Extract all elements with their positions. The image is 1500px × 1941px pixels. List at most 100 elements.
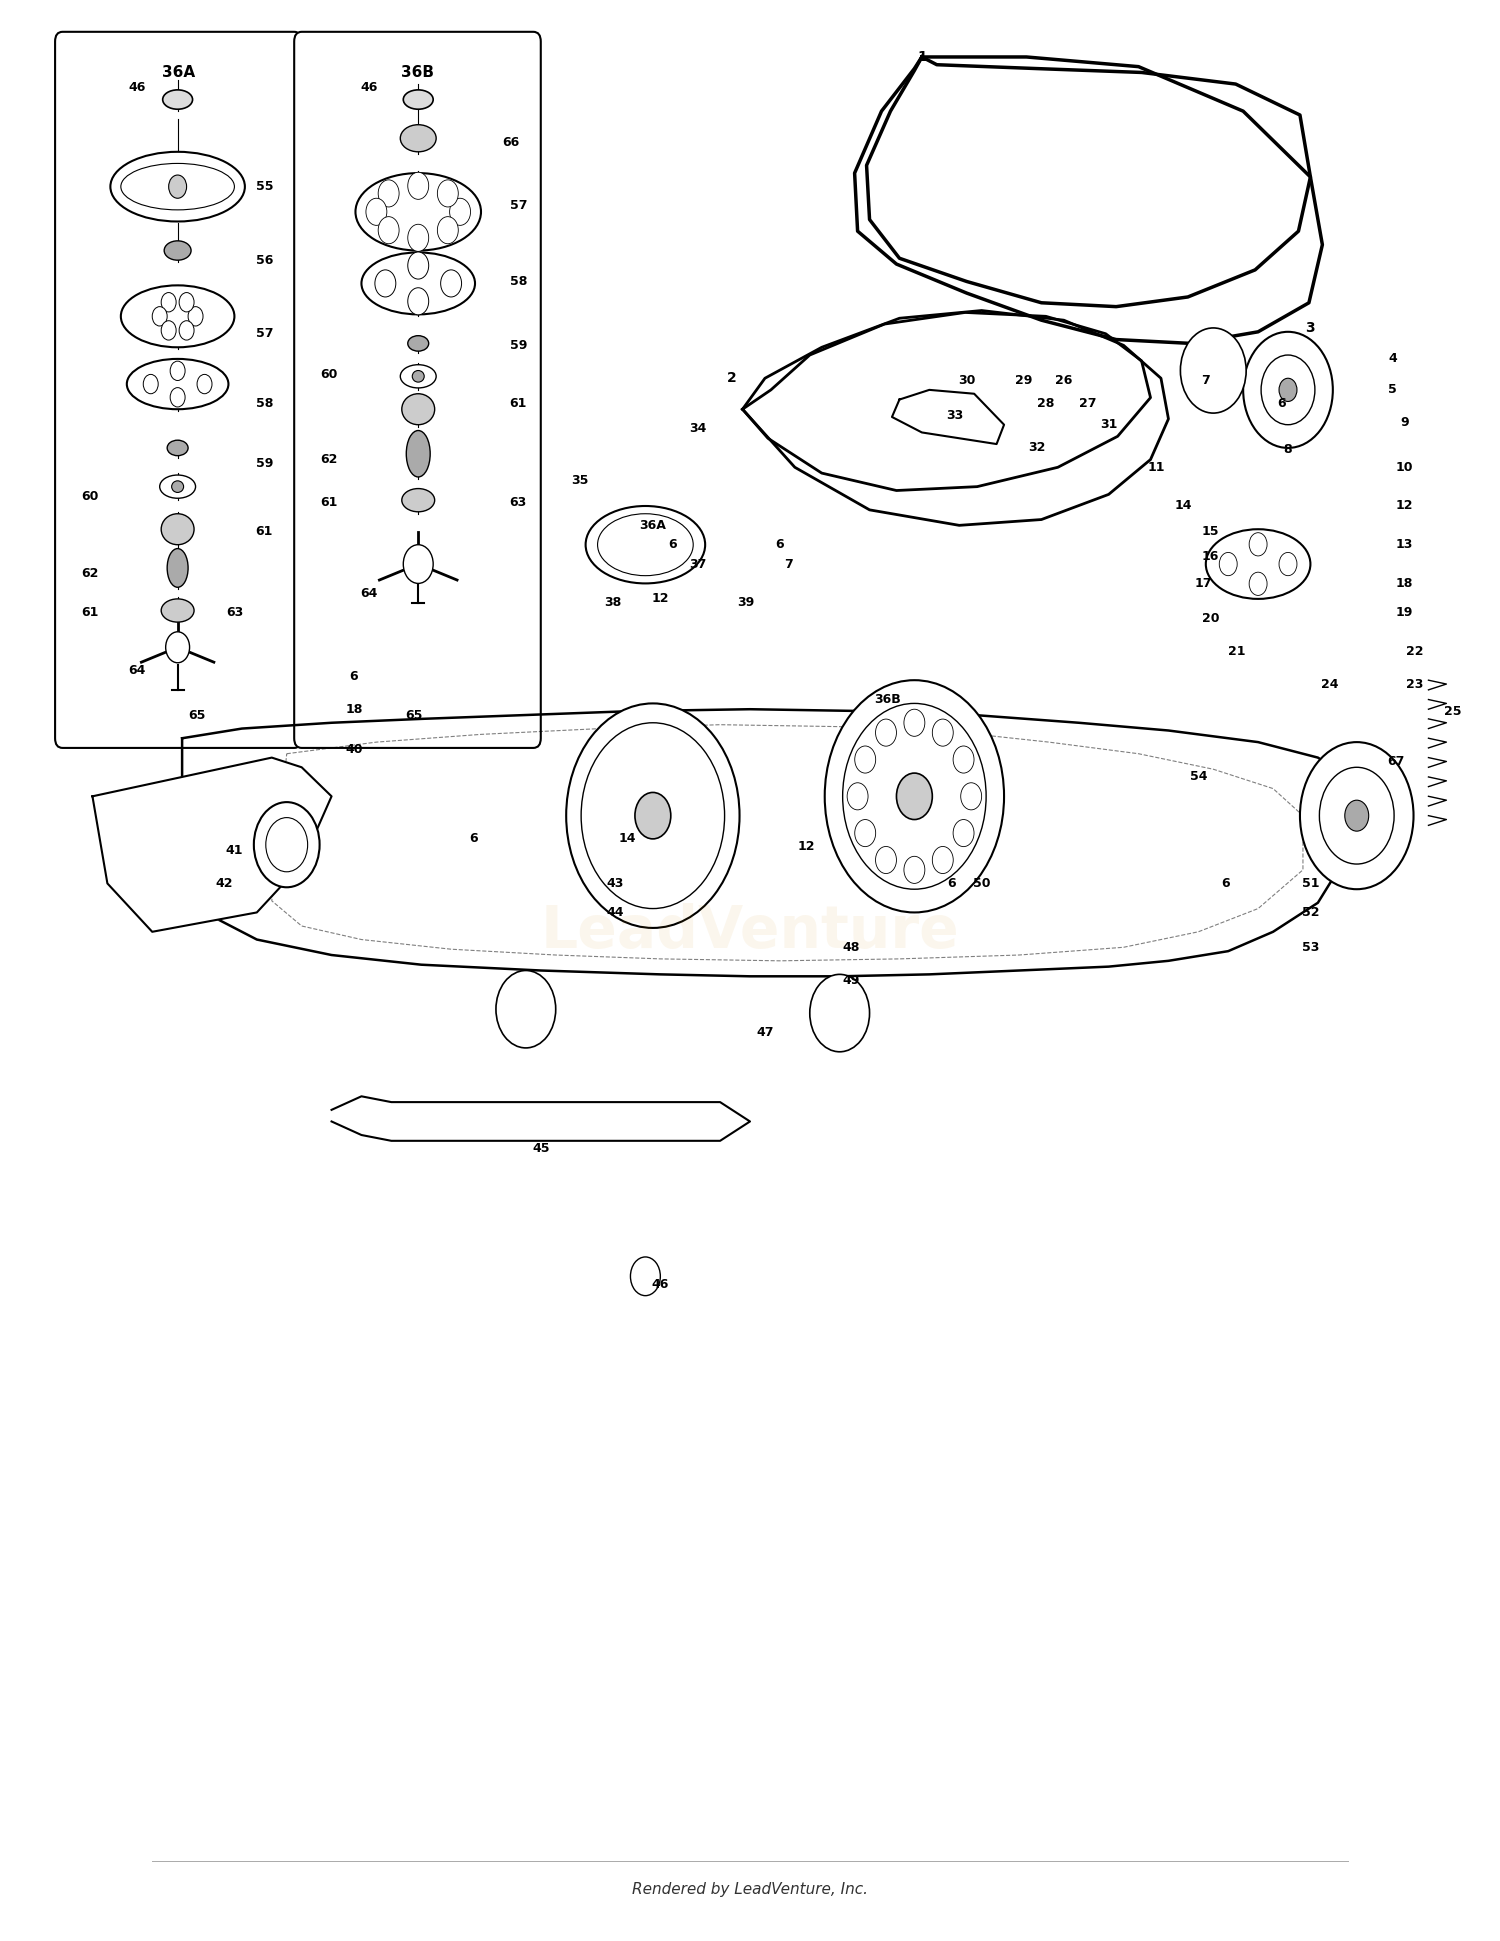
Circle shape — [408, 225, 429, 252]
Ellipse shape — [159, 476, 195, 499]
Ellipse shape — [122, 163, 234, 210]
Circle shape — [1250, 573, 1268, 596]
Text: 3: 3 — [1305, 320, 1316, 336]
Circle shape — [904, 856, 926, 883]
Ellipse shape — [404, 89, 433, 109]
Ellipse shape — [1262, 355, 1316, 425]
Circle shape — [1320, 767, 1394, 864]
Text: 12: 12 — [1396, 499, 1413, 512]
Text: 9: 9 — [1401, 415, 1408, 429]
Circle shape — [904, 708, 926, 736]
Text: 54: 54 — [1190, 771, 1208, 784]
Circle shape — [580, 722, 724, 908]
Text: 13: 13 — [1396, 538, 1413, 551]
Text: 61: 61 — [81, 606, 98, 619]
Circle shape — [160, 293, 176, 313]
Ellipse shape — [402, 394, 435, 425]
Circle shape — [1220, 553, 1238, 576]
Text: 32: 32 — [1028, 441, 1045, 454]
Ellipse shape — [413, 371, 424, 382]
Ellipse shape — [160, 514, 194, 545]
Ellipse shape — [356, 173, 482, 250]
Circle shape — [496, 970, 555, 1048]
Circle shape — [847, 782, 868, 809]
Text: 28: 28 — [1036, 396, 1054, 410]
Text: 59: 59 — [255, 456, 273, 470]
Text: 42: 42 — [214, 877, 232, 889]
Polygon shape — [332, 1097, 750, 1141]
Ellipse shape — [164, 241, 190, 260]
Circle shape — [566, 703, 740, 928]
Ellipse shape — [597, 514, 693, 576]
Circle shape — [375, 270, 396, 297]
Text: 29: 29 — [1016, 375, 1032, 386]
Text: 48: 48 — [843, 941, 861, 953]
Text: 40: 40 — [345, 743, 363, 757]
Circle shape — [634, 792, 670, 839]
Text: 55: 55 — [255, 181, 273, 194]
Text: 57: 57 — [510, 200, 526, 212]
Circle shape — [408, 173, 429, 200]
Ellipse shape — [160, 600, 194, 623]
Text: 41: 41 — [225, 844, 243, 858]
Ellipse shape — [1180, 328, 1246, 413]
Circle shape — [178, 320, 194, 340]
Circle shape — [196, 375, 211, 394]
Text: 46: 46 — [360, 82, 378, 95]
Text: 6: 6 — [668, 538, 676, 551]
Ellipse shape — [171, 481, 183, 493]
Ellipse shape — [400, 124, 436, 151]
Text: Rendered by LeadVenture, Inc.: Rendered by LeadVenture, Inc. — [632, 1883, 868, 1898]
Text: 24: 24 — [1322, 677, 1338, 691]
Circle shape — [441, 270, 462, 297]
Text: 64: 64 — [360, 586, 378, 600]
Text: 20: 20 — [1202, 611, 1219, 625]
Text: 58: 58 — [255, 396, 273, 410]
Text: 36B: 36B — [874, 693, 902, 707]
Text: 19: 19 — [1396, 606, 1413, 619]
Circle shape — [170, 361, 184, 380]
Text: 62: 62 — [320, 452, 338, 466]
Circle shape — [855, 819, 876, 846]
Text: 8: 8 — [1284, 443, 1293, 456]
Text: 7: 7 — [1202, 375, 1210, 386]
Text: 4: 4 — [1388, 353, 1396, 365]
Circle shape — [266, 817, 308, 872]
Text: 17: 17 — [1194, 576, 1212, 590]
Ellipse shape — [400, 365, 436, 388]
Text: 67: 67 — [1388, 755, 1404, 769]
Text: 6: 6 — [948, 877, 956, 889]
Text: 6: 6 — [350, 670, 358, 683]
Text: 25: 25 — [1443, 705, 1461, 718]
Circle shape — [378, 217, 399, 245]
Text: 65: 65 — [405, 708, 423, 722]
Circle shape — [933, 846, 952, 873]
Ellipse shape — [585, 507, 705, 584]
Text: 21: 21 — [1228, 644, 1246, 658]
Text: 49: 49 — [843, 974, 861, 986]
Text: 23: 23 — [1407, 677, 1424, 691]
Circle shape — [188, 307, 202, 326]
Circle shape — [366, 198, 387, 225]
Circle shape — [438, 181, 459, 208]
Text: 6: 6 — [1278, 396, 1287, 410]
Text: 22: 22 — [1407, 644, 1424, 658]
Circle shape — [1280, 553, 1298, 576]
Text: 50: 50 — [974, 877, 990, 889]
Text: 61: 61 — [320, 495, 338, 509]
Circle shape — [952, 819, 974, 846]
Text: 12: 12 — [798, 840, 816, 854]
Ellipse shape — [402, 489, 435, 512]
Text: 46: 46 — [129, 82, 146, 95]
Text: 64: 64 — [129, 664, 146, 677]
Circle shape — [152, 307, 166, 326]
Circle shape — [144, 375, 158, 394]
Text: 10: 10 — [1396, 460, 1413, 474]
Text: 31: 31 — [1100, 417, 1118, 431]
Circle shape — [170, 388, 184, 408]
Text: 39: 39 — [736, 596, 754, 609]
Text: 36B: 36B — [400, 64, 433, 80]
Ellipse shape — [162, 89, 192, 109]
Text: 59: 59 — [510, 340, 526, 351]
Text: 12: 12 — [651, 592, 669, 606]
